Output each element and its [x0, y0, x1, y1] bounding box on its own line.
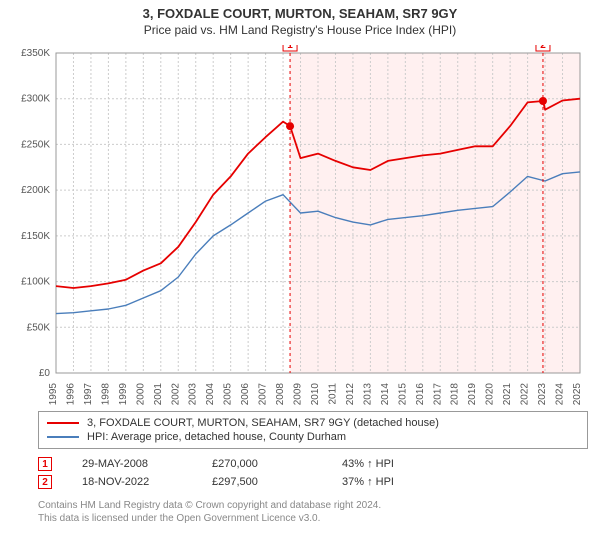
chart-title-area: 3, FOXDALE COURT, MURTON, SEAHAM, SR7 9G… — [0, 0, 600, 37]
transactions-table: 1 29-MAY-2008 £270,000 43% ↑ HPI 2 18-NOV-202… — [38, 455, 588, 491]
table-cell-price: £297,500 — [212, 476, 312, 488]
legend-swatch — [47, 436, 79, 438]
footer-attribution: Contains HM Land Registry data © Crown c… — [38, 499, 588, 525]
legend-swatch — [47, 422, 79, 424]
chart-container: £0 £50K £100K £150K £200K £250K £300K £350K 1995… — [10, 45, 590, 405]
marker-label-box: 2 — [38, 475, 52, 489]
table-row: 2 18-NOV-2022 £297,500 37% ↑ HPI — [38, 473, 588, 491]
svg-text:2015: 2015 — [397, 383, 408, 405]
svg-text:£350K: £350K — [21, 48, 50, 59]
svg-text:£200K: £200K — [21, 185, 50, 196]
svg-text:2013: 2013 — [362, 383, 373, 405]
svg-text:2008: 2008 — [275, 383, 286, 405]
svg-text:1998: 1998 — [100, 383, 111, 405]
table-cell-delta: 43% ↑ HPI — [342, 458, 442, 470]
legend-label: 3, FOXDALE COURT, MURTON, SEAHAM, SR7 9G… — [87, 417, 439, 429]
line-chart: £0 £50K £100K £150K £200K £250K £300K £350K 1995… — [10, 45, 590, 405]
svg-text:2003: 2003 — [188, 383, 199, 405]
svg-text:2021: 2021 — [502, 383, 513, 405]
legend-item: 3, FOXDALE COURT, MURTON, SEAHAM, SR7 9G… — [47, 416, 579, 430]
title-line-2: Price paid vs. HM Land Registry's House … — [0, 23, 600, 37]
footer-line-2: This data is licensed under the Open Gov… — [38, 512, 588, 525]
svg-text:1996: 1996 — [65, 383, 76, 405]
svg-text:2017: 2017 — [432, 383, 443, 405]
svg-text:2007: 2007 — [258, 383, 269, 405]
table-cell-delta: 37% ↑ HPI — [342, 476, 442, 488]
svg-text:2019: 2019 — [467, 383, 478, 405]
svg-text:2: 2 — [540, 45, 546, 51]
table-cell-date: 18-NOV-2022 — [82, 476, 182, 488]
svg-text:2000: 2000 — [135, 383, 146, 405]
svg-text:£300K: £300K — [21, 94, 50, 105]
svg-text:2012: 2012 — [345, 383, 356, 405]
svg-text:2002: 2002 — [170, 383, 181, 405]
svg-text:2016: 2016 — [415, 383, 426, 405]
svg-text:2010: 2010 — [310, 383, 321, 405]
svg-text:2001: 2001 — [153, 383, 164, 405]
chart-legend: 3, FOXDALE COURT, MURTON, SEAHAM, SR7 9G… — [38, 411, 588, 449]
svg-text:1997: 1997 — [83, 383, 94, 405]
svg-text:£150K: £150K — [21, 231, 50, 242]
svg-text:2005: 2005 — [223, 383, 234, 405]
svg-text:1995: 1995 — [48, 383, 59, 405]
marker-label-box: 1 — [38, 457, 52, 471]
svg-text:2025: 2025 — [572, 383, 583, 405]
svg-text:2022: 2022 — [520, 383, 531, 405]
svg-text:2020: 2020 — [485, 383, 496, 405]
svg-text:£100K: £100K — [21, 277, 50, 288]
table-cell-date: 29-MAY-2008 — [82, 458, 182, 470]
svg-text:£50K: £50K — [27, 322, 51, 333]
table-row: 1 29-MAY-2008 £270,000 43% ↑ HPI — [38, 455, 588, 473]
svg-text:2004: 2004 — [205, 383, 216, 405]
svg-text:2011: 2011 — [327, 383, 338, 405]
svg-text:2006: 2006 — [240, 383, 251, 405]
svg-text:2023: 2023 — [537, 383, 548, 405]
svg-text:£250K: £250K — [21, 139, 50, 150]
title-line-1: 3, FOXDALE COURT, MURTON, SEAHAM, SR7 9G… — [0, 6, 600, 21]
footer-line-1: Contains HM Land Registry data © Crown c… — [38, 499, 588, 512]
svg-text:2018: 2018 — [450, 383, 461, 405]
svg-text:2009: 2009 — [293, 383, 304, 405]
svg-text:1: 1 — [287, 45, 293, 51]
legend-item: HPI: Average price, detached house, Coun… — [47, 430, 579, 444]
svg-text:1999: 1999 — [118, 383, 129, 405]
svg-text:£0: £0 — [39, 368, 51, 379]
legend-label: HPI: Average price, detached house, Coun… — [87, 431, 346, 443]
svg-text:2014: 2014 — [380, 383, 391, 405]
svg-text:2024: 2024 — [555, 383, 566, 405]
table-cell-price: £270,000 — [212, 458, 312, 470]
